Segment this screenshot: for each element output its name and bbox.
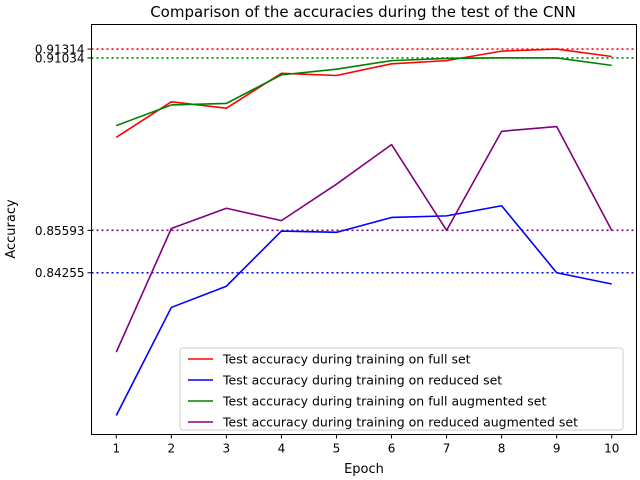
x-tick-label: 9 xyxy=(553,442,561,456)
y-axis-label: Accuracy xyxy=(4,199,19,259)
legend-box xyxy=(179,347,624,431)
series-line-1 xyxy=(115,48,612,138)
legend-entry-1: Test accuracy during training on full se… xyxy=(222,352,471,367)
y-tick-label: 0.85593 xyxy=(35,224,85,238)
series-line-2 xyxy=(115,204,612,416)
x-tick-label: 3 xyxy=(223,442,231,456)
x-tick-label: 6 xyxy=(388,442,396,456)
y-tick-label: 0.91034 xyxy=(35,51,85,65)
legend-entry-3: Test accuracy during training on full au… xyxy=(222,394,546,409)
y-tick-label: 0.91314 xyxy=(35,43,85,57)
x-tick-label: 7 xyxy=(443,442,451,456)
legend-entry-4: Test accuracy during training on reduced… xyxy=(222,415,578,430)
x-tick-label: 1 xyxy=(112,442,120,456)
legend: Test accuracy during training on full se… xyxy=(179,347,624,431)
plot-area xyxy=(91,48,637,416)
x-tick-label: 10 xyxy=(604,442,619,456)
legend-entry-2: Test accuracy during training on reduced… xyxy=(222,373,502,388)
x-tick-label: 2 xyxy=(168,442,176,456)
y-tick-label: 0.84255 xyxy=(35,266,85,280)
plot-frame xyxy=(91,24,637,435)
x-axis-label: Epoch xyxy=(344,462,384,477)
x-tick-label: 5 xyxy=(333,442,341,456)
x-tick-label: 4 xyxy=(278,442,286,456)
x-axis: 1 2 3 4 5 6 7 8 9 10 xyxy=(112,434,619,456)
x-tick-label: 8 xyxy=(498,442,506,456)
series-line-3 xyxy=(115,56,612,127)
series-line-4 xyxy=(115,125,613,353)
chart-title: Comparison of the accuracies during the … xyxy=(150,3,576,21)
